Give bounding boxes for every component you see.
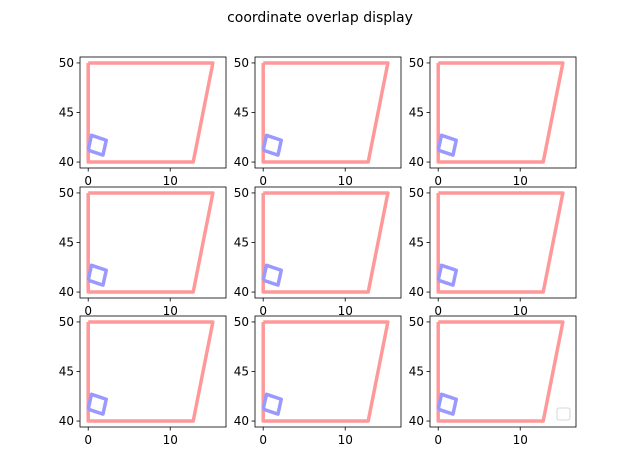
series-2-line xyxy=(261,263,283,287)
y-tick-label: 45 xyxy=(409,236,424,250)
x-tick-label: 10 xyxy=(163,174,178,188)
y-tick-label: 40 xyxy=(409,155,424,169)
x-tick-label: 0 xyxy=(259,174,267,188)
x-tick-label: 10 xyxy=(513,433,528,447)
y-tick-label: 40 xyxy=(409,414,424,428)
series-1-line xyxy=(86,320,215,423)
x-tick-label: 10 xyxy=(513,174,528,188)
y-tick-label: 45 xyxy=(409,365,424,379)
series-2-line xyxy=(86,263,108,287)
series-1-line xyxy=(261,61,390,164)
y-tick-label: 45 xyxy=(59,365,74,379)
y-tick-label: 50 xyxy=(409,186,424,200)
y-tick-label: 50 xyxy=(409,56,424,70)
y-tick-label: 50 xyxy=(409,315,424,329)
series-1-line xyxy=(86,191,215,294)
y-tick-label: 40 xyxy=(59,414,74,428)
series-2-line xyxy=(436,133,458,157)
x-tick-label: 10 xyxy=(163,304,178,318)
y-tick-label: 40 xyxy=(59,155,74,169)
series-2-line xyxy=(261,392,283,416)
series-1-line xyxy=(436,320,565,423)
y-tick-label: 40 xyxy=(59,285,74,299)
y-tick-label: 40 xyxy=(409,285,424,299)
y-tick-label: 45 xyxy=(59,106,74,120)
x-tick-label: 0 xyxy=(84,433,92,447)
x-tick-label: 10 xyxy=(513,304,528,318)
series-1-line xyxy=(436,61,565,164)
y-tick-label: 45 xyxy=(234,236,249,250)
subplot-5: 40 45 50 0 10 xyxy=(234,186,402,318)
y-tick-label: 50 xyxy=(234,56,249,70)
x-tick-label: 0 xyxy=(434,304,442,318)
x-tick-label: 10 xyxy=(338,304,353,318)
legend xyxy=(556,407,571,421)
y-tick-label: 50 xyxy=(59,56,74,70)
series-2-line xyxy=(86,392,108,416)
x-tick-label: 10 xyxy=(338,174,353,188)
figure-title: coordinate overlap display xyxy=(227,10,413,26)
subplot-9: 40 45 50 0 10 xyxy=(409,315,577,447)
y-tick-label: 45 xyxy=(234,106,249,120)
subplot-6: 40 45 50 0 10 xyxy=(409,186,577,318)
subplot-1: 40 45 50 0 10 xyxy=(59,56,227,188)
series-2-line xyxy=(436,392,458,416)
y-tick-label: 50 xyxy=(234,186,249,200)
series-1-line xyxy=(261,191,390,294)
x-tick-label: 10 xyxy=(163,433,178,447)
subplot-3: 40 45 50 0 10 xyxy=(409,56,577,188)
y-tick-label: 50 xyxy=(59,186,74,200)
x-tick-label: 10 xyxy=(338,433,353,447)
y-tick-label: 45 xyxy=(409,106,424,120)
y-tick-label: 40 xyxy=(234,285,249,299)
y-tick-label: 50 xyxy=(234,315,249,329)
y-tick-label: 45 xyxy=(59,236,74,250)
legend-box xyxy=(556,407,571,421)
series-1-line xyxy=(436,191,565,294)
subplot-7: 40 45 50 0 10 xyxy=(59,315,227,447)
x-tick-label: 0 xyxy=(259,433,267,447)
series-2-line xyxy=(261,133,283,157)
x-tick-label: 0 xyxy=(434,433,442,447)
series-2-line xyxy=(86,133,108,157)
x-tick-label: 0 xyxy=(434,174,442,188)
y-tick-label: 45 xyxy=(234,365,249,379)
subplot-2: 40 45 50 0 10 xyxy=(234,56,402,188)
subplot-4: 40 45 50 0 10 xyxy=(59,186,227,318)
y-tick-label: 40 xyxy=(234,155,249,169)
y-tick-label: 40 xyxy=(234,414,249,428)
subplot-grid: 40 45 50 0 10 40 45 50 0 10 40 45 50 0 10 40 45 50 0 10 40 45… xyxy=(59,56,577,447)
y-tick-label: 50 xyxy=(59,315,74,329)
series-1-line xyxy=(86,61,215,164)
series-1-line xyxy=(261,320,390,423)
subplot-8: 40 45 50 0 10 xyxy=(234,315,402,447)
x-tick-label: 0 xyxy=(259,304,267,318)
x-tick-label: 0 xyxy=(84,174,92,188)
x-tick-label: 0 xyxy=(84,304,92,318)
series-2-line xyxy=(436,263,458,287)
